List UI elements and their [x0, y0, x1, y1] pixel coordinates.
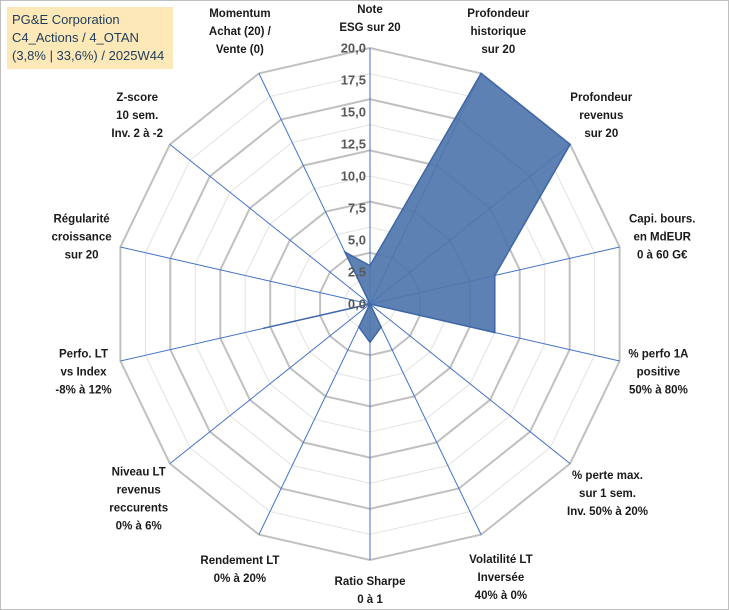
axis-label: Perfo. LT vs Index -8% à 12%	[55, 348, 111, 396]
axis-label-line: ESG sur 20	[339, 22, 400, 34]
data-series	[263, 72, 572, 344]
axis-label: Profondeur historique sur 20	[467, 8, 529, 56]
axis-label: Ratio Sharpe 0 à 1	[335, 576, 406, 606]
axis-label-line: Vente (0)	[216, 44, 264, 56]
axis-label-line: sur 20	[584, 128, 618, 140]
axis-label-line: 0 à 60 G€	[637, 250, 688, 262]
data-point	[569, 143, 571, 146]
category: C4_Actions / 4_OTAN	[12, 30, 139, 45]
data-point	[358, 326, 360, 328]
data-point	[494, 331, 496, 334]
axis-label: % perte max. sur 1 sem. Inv. 50% à 20%	[567, 470, 648, 518]
axis-label-line: revenus	[579, 110, 623, 122]
axis-label: Note ESG sur 20	[339, 4, 400, 34]
axis-label: Z-score 10 sem. Inv. 2 à -2	[111, 92, 163, 140]
axis-label-line: Profondeur	[467, 8, 529, 20]
axis-label-line: % perfo 1A	[628, 348, 688, 360]
axis-label: Rendement LT 0% à 20%	[200, 555, 279, 585]
axis-label-line: revenus	[117, 485, 161, 497]
axis-label-line: Momentum	[209, 8, 270, 20]
tick-label: 10,0	[341, 169, 366, 184]
data-point	[369, 264, 371, 267]
tick-label: 17,5	[341, 73, 366, 88]
series-area	[263, 72, 572, 344]
axis-label-line: Z-score	[116, 92, 158, 104]
axis-label-line: reccurents	[109, 503, 168, 515]
axis-label-line: sur 1 sem.	[579, 488, 636, 500]
axis-spoke	[369, 303, 571, 464]
axis-spoke	[120, 246, 371, 305]
axis-label: Niveau LT revenus reccurents 0% à 6%	[109, 467, 168, 533]
axis-label-line: 0 à 1	[357, 594, 383, 606]
data-point	[344, 251, 346, 253]
axis-label-line: 0% à 6%	[116, 521, 162, 533]
axis-label-line: Note	[357, 4, 383, 16]
info-box: PG&E Corporation C4_Actions / 4_OTAN (3,…	[7, 7, 173, 69]
axis-label-line: Capi. bours.	[629, 214, 695, 226]
axis-label-line: Perfo. LT	[59, 348, 108, 360]
axis-labels: Note ESG sur 20 Profondeur historique sur 20…	[52, 4, 696, 606]
axis-label: Capi. bours. en MdEUR 0 à 60 G€	[629, 214, 695, 262]
axis-label-line: sur 20	[481, 44, 515, 56]
axis-label: Profondeur revenus sur 20	[570, 92, 632, 140]
axis-label-line: -8% à 12%	[55, 384, 111, 396]
axis-label-line: croissance	[52, 232, 112, 244]
company-name: PG&E Corporation	[12, 12, 120, 27]
axis-label-line: Ratio Sharpe	[335, 576, 406, 588]
tick-labels: 0,0 2,5 5,0 7,5 10,0 12,5 15,0 17,5 20,0	[341, 41, 366, 312]
tick-label: 5,0	[348, 233, 366, 248]
tick-label: 12,5	[341, 137, 366, 152]
axis-spoke	[258, 303, 371, 535]
axis-label-line: vs Index	[60, 366, 107, 378]
axis-label-line: Profondeur	[570, 92, 632, 104]
data-point	[380, 326, 382, 328]
axis-label: % perfo 1A positive 50% à 80%	[628, 348, 688, 396]
axis-label-line: 40% à 0%	[475, 590, 527, 602]
axis-label: Volatilité LT Inversée 40% à 0%	[469, 554, 532, 602]
axis-label-line: sur 20	[65, 250, 99, 262]
axis-label-line: positive	[637, 366, 680, 378]
data-point	[369, 341, 371, 344]
axis-label-line: en MdEUR	[633, 232, 691, 244]
tick-label: 2,5	[348, 265, 366, 280]
data-point	[480, 72, 482, 75]
axis-label-line: Inv. 50% à 20%	[567, 506, 648, 518]
data-point	[263, 327, 265, 330]
data-point	[369, 303, 371, 305]
tick-label: 20,0	[341, 41, 366, 56]
axis-label: Momentum Achat (20) / Vente (0)	[209, 8, 272, 56]
axis-label-line: Volatilité LT	[469, 554, 532, 566]
axis-label-line: 10 sem.	[116, 110, 158, 122]
axis-label-line: Niveau LT	[112, 467, 166, 479]
axis-label: Régularité croissance sur 20	[52, 214, 112, 262]
axis-label-line: Inversée	[478, 572, 525, 584]
score-week: (3,8% | 33,6%) / 2025W44	[12, 48, 165, 63]
tick-label: 7,5	[348, 201, 366, 216]
tick-label: 15,0	[341, 105, 366, 120]
data-point	[494, 274, 496, 277]
axis-spoke	[369, 303, 482, 535]
axis-label-line: Régularité	[53, 214, 109, 226]
axis-label-line: % perte max.	[572, 470, 643, 482]
axis-label-line: Achat (20) /	[209, 26, 272, 38]
axis-label-line: historique	[471, 26, 527, 38]
axis-spoke	[169, 303, 371, 464]
axis-label-line: Rendement LT	[200, 555, 279, 567]
axis-spoke	[169, 144, 371, 305]
axis-label-line: 50% à 80%	[629, 384, 688, 396]
axis-label-line: 0% à 20%	[214, 573, 266, 585]
tick-label: 0,0	[348, 297, 366, 312]
axis-label-line: Inv. 2 à -2	[111, 128, 163, 140]
